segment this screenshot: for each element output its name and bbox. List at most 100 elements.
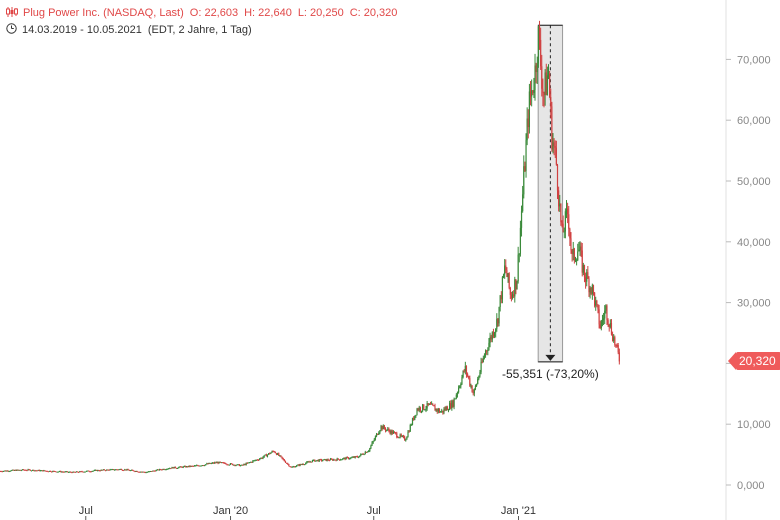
- candle-body: [138, 471, 140, 473]
- candle-body: [452, 400, 454, 407]
- candle-body: [438, 409, 441, 413]
- candle-body: [449, 403, 451, 410]
- candle-series: [0, 20, 620, 474]
- candle-body: [335, 459, 337, 461]
- measure-annotation: -55,351 (-73,20%): [502, 367, 599, 381]
- candle-body: [129, 470, 131, 472]
- candle-body: [61, 471, 63, 473]
- candle-body: [551, 106, 553, 150]
- candle-body: [64, 471, 66, 473]
- candle-body: [320, 459, 323, 461]
- candle-body: [346, 457, 348, 459]
- candle-body: [173, 466, 175, 469]
- candle-body: [6, 470, 8, 472]
- candle-body: [588, 278, 590, 293]
- candle-body: [332, 459, 334, 461]
- candle-body: [191, 465, 193, 467]
- candle-body: [57, 471, 60, 473]
- candle-body: [229, 463, 232, 465]
- last-price-badge: 20,320: [728, 352, 780, 370]
- candle-body: [352, 456, 354, 458]
- candle-body: [406, 436, 408, 440]
- candle-body: [47, 471, 49, 473]
- candle-body: [242, 464, 244, 466]
- candle-body: [17, 469, 19, 471]
- candle-body: [187, 466, 189, 468]
- candle-body: [546, 75, 548, 95]
- candle-body: [319, 459, 321, 461]
- candle-body: [107, 469, 109, 471]
- candle-body: [347, 457, 350, 459]
- candle-body: [555, 147, 557, 165]
- clock-icon: [6, 23, 17, 37]
- candle-body: [126, 469, 128, 471]
- candle-body: [27, 469, 29, 471]
- candle-body: [91, 470, 93, 472]
- candle-body: [484, 350, 487, 356]
- candle-body: [617, 344, 619, 353]
- candle-body: [398, 437, 400, 439]
- candle-body: [405, 439, 407, 441]
- candle-body: [62, 471, 64, 473]
- candle-body: [40, 470, 43, 472]
- candle-body: [130, 469, 133, 471]
- candle-body: [598, 309, 600, 325]
- candle-body: [73, 471, 75, 473]
- candle-body: [97, 470, 99, 472]
- candle-body: [48, 470, 51, 472]
- candle-body: [39, 470, 42, 472]
- y-tick-label: 0,000: [737, 480, 765, 492]
- candle-body: [552, 142, 554, 150]
- candle-body: [78, 472, 80, 474]
- candle-body: [435, 408, 437, 411]
- candle-body: [96, 469, 98, 471]
- candle-body: [357, 457, 360, 459]
- candle-body: [252, 460, 254, 463]
- candle-body: [392, 431, 395, 434]
- candle-body: [90, 471, 92, 473]
- candle-body: [582, 265, 584, 273]
- candle-body: [445, 406, 447, 411]
- candle-body: [525, 140, 527, 172]
- candle-body: [420, 410, 423, 412]
- candle-body: [507, 273, 509, 277]
- candle-body: [254, 460, 256, 462]
- candle-body: [232, 463, 234, 466]
- candle-body: [453, 399, 455, 407]
- candle-body: [221, 462, 224, 464]
- candle-body: [88, 470, 90, 472]
- range-info: (EDT, 2 Jahre, 1 Tag): [147, 23, 252, 36]
- candle-body: [356, 456, 359, 458]
- candle-body: [450, 403, 452, 409]
- chart-header-range: 14.03.2019 - 10.05.2021 (EDT, 2 Jahre, 1 …: [6, 23, 258, 37]
- candle-body: [261, 457, 263, 459]
- candle-body: [519, 227, 522, 254]
- candle-body: [325, 459, 327, 461]
- candle-body: [269, 453, 271, 455]
- candle-body: [295, 466, 297, 468]
- candle-body: [42, 470, 44, 472]
- candle-body: [2, 470, 4, 472]
- candle-body: [474, 386, 477, 389]
- candle-body: [298, 464, 300, 466]
- candle-body: [599, 324, 601, 329]
- candle-body: [307, 461, 309, 463]
- candle-body: [185, 466, 188, 468]
- candle-body: [9, 470, 11, 472]
- candle-body: [413, 418, 415, 420]
- candle-body: [336, 458, 338, 461]
- candle-body: [67, 471, 70, 473]
- candle-body: [600, 321, 602, 329]
- candle-body: [457, 387, 460, 393]
- candle-body: [283, 459, 285, 462]
- candle-body: [105, 470, 107, 472]
- candle-body: [193, 465, 196, 467]
- candle-body: [333, 459, 335, 461]
- candle-body: [151, 471, 153, 473]
- close-value: C: 20,320: [349, 7, 398, 20]
- candle-body: [399, 434, 401, 438]
- candle-body: [504, 265, 506, 275]
- candle-body: [305, 462, 307, 465]
- candle-body: [200, 465, 202, 467]
